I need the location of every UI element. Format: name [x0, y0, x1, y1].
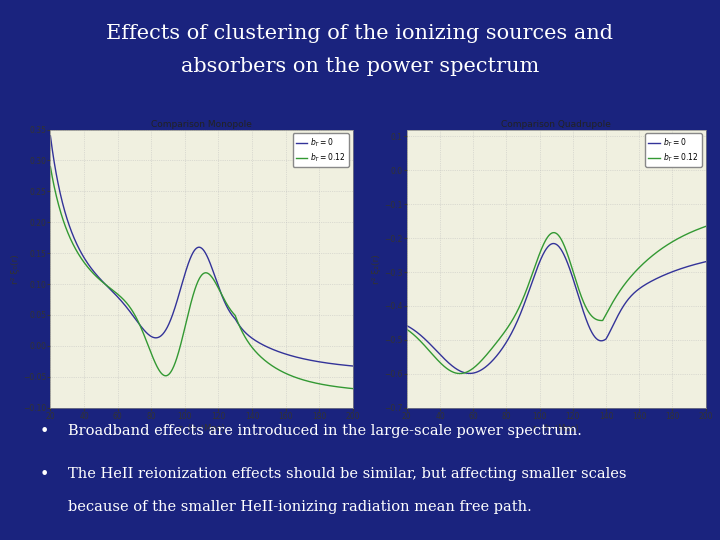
Title: Comparison Monopole: Comparison Monopole — [151, 120, 252, 129]
Text: Broadband effects are introduced in the large-scale power spectrum.: Broadband effects are introduced in the … — [68, 424, 582, 438]
Legend: $b_T = 0$, $b_T = 0.12$: $b_T = 0$, $b_T = 0.12$ — [645, 133, 702, 167]
Text: •: • — [40, 424, 49, 439]
X-axis label: r  (h⁻¹Mpc): r (h⁻¹Mpc) — [534, 424, 579, 433]
Text: absorbers on the power spectrum: absorbers on the power spectrum — [181, 57, 539, 76]
X-axis label: r  (h⁻¹Mpc): r (h⁻¹Mpc) — [179, 424, 225, 433]
Y-axis label: r² ξ₀(r): r² ξ₀(r) — [11, 254, 20, 284]
Text: because of the smaller HeII-ionizing radiation mean free path.: because of the smaller HeII-ionizing rad… — [68, 500, 532, 514]
Text: •: • — [40, 467, 49, 482]
Legend: $b_T = 0$, $b_T = 0.12$: $b_T = 0$, $b_T = 0.12$ — [292, 133, 349, 167]
Text: The HeII reionization effects should be similar, but affecting smaller scales: The HeII reionization effects should be … — [68, 467, 627, 481]
Y-axis label: r² ξ₂(r): r² ξ₂(r) — [372, 254, 382, 284]
Title: Comparison Quadrupole: Comparison Quadrupole — [501, 120, 611, 129]
Text: Effects of clustering of the ionizing sources and: Effects of clustering of the ionizing so… — [107, 24, 613, 43]
